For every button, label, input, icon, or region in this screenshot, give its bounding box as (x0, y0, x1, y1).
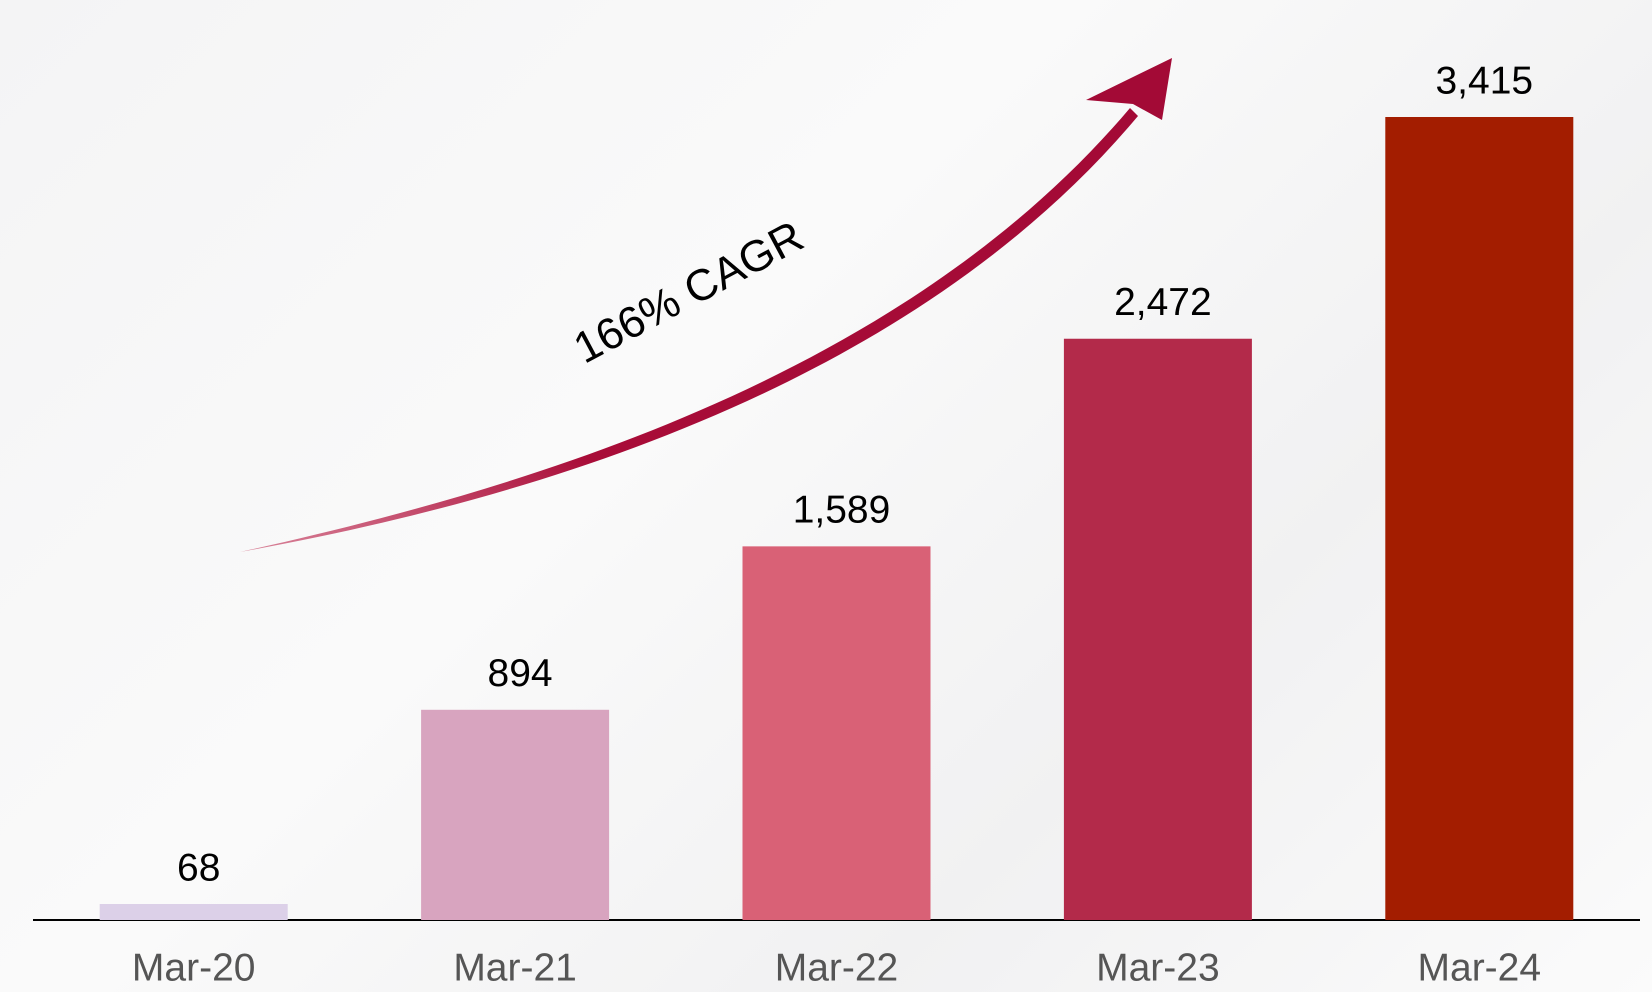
value-label: 68 (177, 846, 220, 889)
bar (1063, 338, 1252, 920)
bar (421, 709, 610, 920)
bar (99, 904, 288, 920)
value-label: 2,472 (1114, 281, 1212, 324)
value-label: 894 (488, 652, 553, 695)
bar (1385, 117, 1574, 920)
value-label: 1,589 (793, 489, 891, 532)
x-tick-label: Mar-22 (775, 946, 899, 989)
x-tick-label: Mar-24 (1418, 946, 1542, 989)
trend-arrow (240, 108, 1138, 552)
arrow-head (1086, 58, 1172, 120)
x-tick-label: Mar-23 (1096, 946, 1220, 989)
x-tick-label: Mar-21 (453, 946, 577, 989)
x-tick-label: Mar-20 (132, 946, 256, 989)
value-label: 3,415 (1435, 59, 1533, 102)
cagr-annotation: 166% CAGR (566, 212, 811, 374)
bar (742, 546, 931, 920)
